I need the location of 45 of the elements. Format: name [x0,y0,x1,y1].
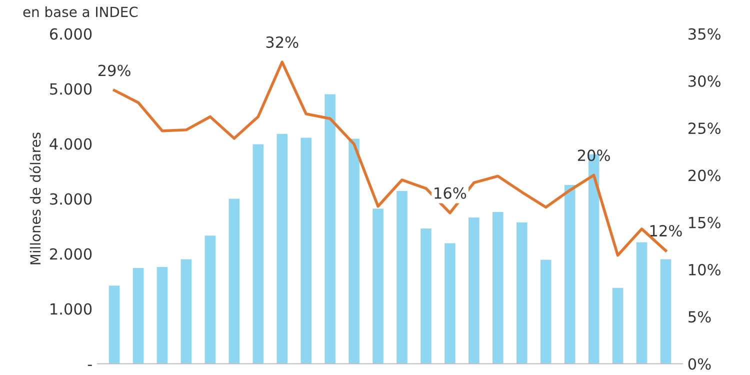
y2-tick-label: 20% [688,170,720,182]
bar [156,266,168,364]
bar [444,243,456,364]
bar [180,259,192,364]
bar [372,208,384,364]
bar [252,144,264,364]
bar [636,242,648,364]
y2-tick-label: 10% [689,264,720,276]
text: en base a INDEC [23,6,138,18]
bar [108,286,120,364]
bar [660,259,672,364]
y-axis-title: Millones de dólares [29,132,41,264]
y-tick-label: 5.000 [50,83,92,95]
y2-tick-label: 30% [688,75,720,87]
y2-tick-label: 25% [688,122,720,134]
bar [228,198,240,364]
bar [132,268,144,364]
data-label: 16% [434,187,466,199]
y2-tick-label: 15% [689,216,720,228]
bar [516,222,528,364]
bar [420,228,432,364]
y-tick-label: 4.000 [50,138,92,150]
y-tick-label: 6.000 [50,28,92,40]
data-label: 12% [650,224,682,237]
bar [276,134,288,364]
bar [468,217,480,364]
data-label: 20% [578,150,610,162]
y-tick-label: 2.000 [50,248,92,260]
bar [324,94,336,364]
data-label: 29% [98,64,130,76]
bar [396,191,408,364]
y-tick-label: - [88,364,92,366]
y2-tick-label: 35% [688,28,720,40]
bar [540,260,552,364]
bar [348,138,360,364]
y-tick-label: 1.000 [50,303,92,315]
bar [612,288,624,364]
y2-tick-label: 0% [688,358,711,370]
bar [204,236,216,364]
bar [564,185,576,364]
y-tick-label: 3.000 [50,193,92,205]
data-label: 32% [266,36,298,48]
bar [492,212,504,364]
bar [300,138,312,364]
y2-tick-label: 5% [688,311,711,323]
